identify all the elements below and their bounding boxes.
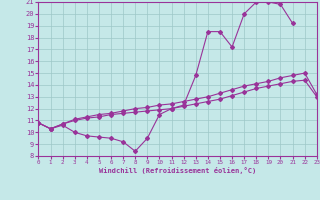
X-axis label: Windchill (Refroidissement éolien,°C): Windchill (Refroidissement éolien,°C) xyxy=(99,167,256,174)
